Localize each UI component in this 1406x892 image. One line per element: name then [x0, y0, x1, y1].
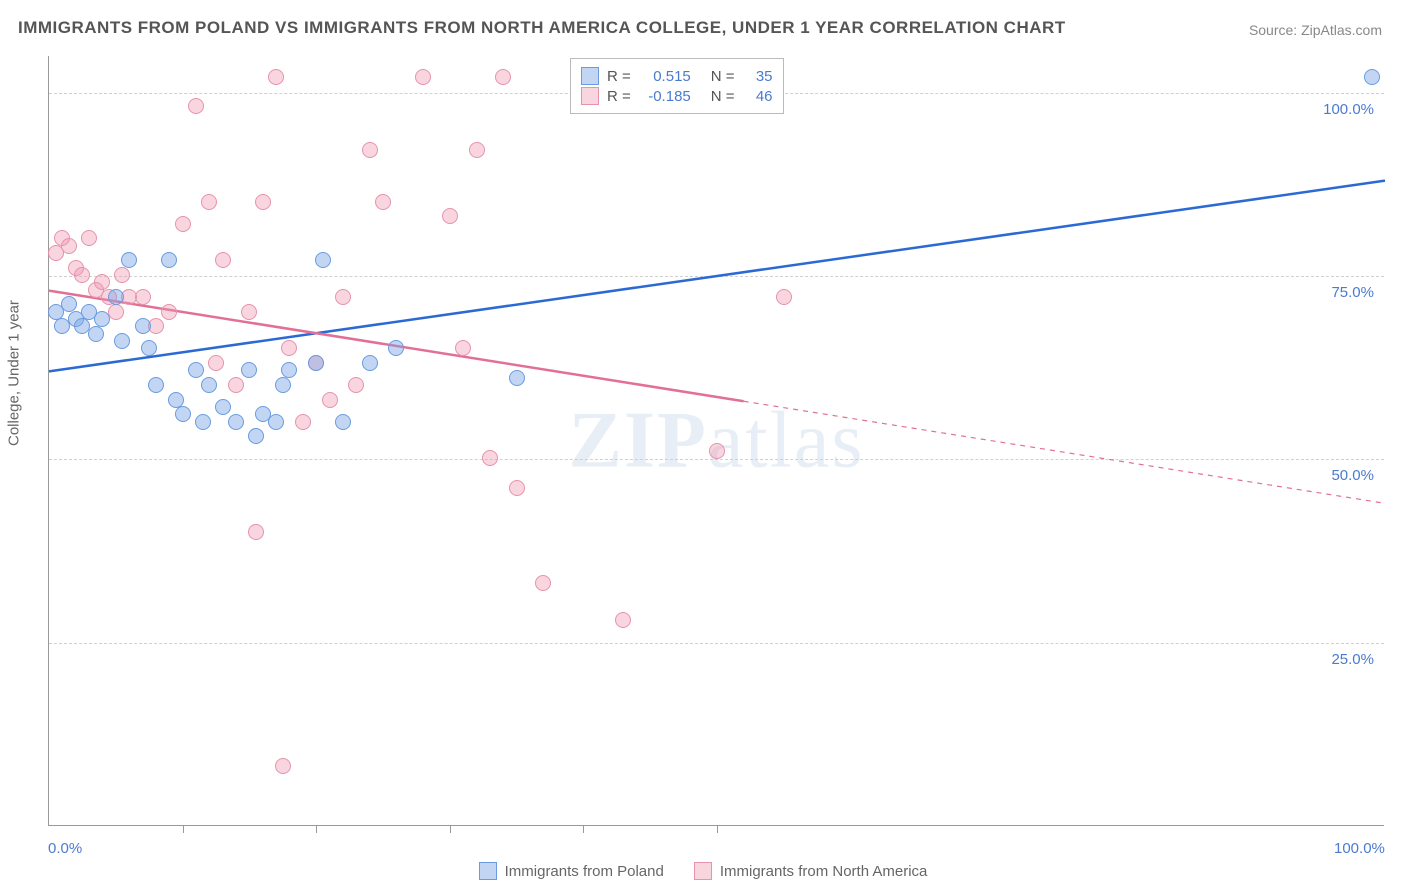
data-point: [535, 575, 551, 591]
data-point: [135, 289, 151, 305]
data-point: [1364, 69, 1380, 85]
data-point: [241, 304, 257, 320]
correlation-legend: R = 0.515 N = 35 R = -0.185 N = 46: [570, 58, 784, 114]
data-point: [61, 296, 77, 312]
data-point: [268, 69, 284, 85]
legend-swatch: [581, 67, 599, 85]
legend-row: R = 0.515 N = 35: [581, 67, 773, 85]
x-tick: [583, 825, 584, 833]
data-point: [161, 304, 177, 320]
x-tick: [717, 825, 718, 833]
legend-r-value: 0.515: [639, 68, 691, 85]
x-tick: [316, 825, 317, 833]
data-point: [121, 252, 137, 268]
data-point: [188, 362, 204, 378]
x-tick-label-min: 0.0%: [48, 840, 82, 857]
data-point: [208, 355, 224, 371]
data-point: [94, 311, 110, 327]
legend-r-label: R =: [607, 88, 631, 105]
data-point: [248, 524, 264, 540]
data-point: [61, 238, 77, 254]
data-point: [295, 414, 311, 430]
data-point: [509, 480, 525, 496]
data-point: [161, 252, 177, 268]
data-point: [348, 377, 364, 393]
data-point: [362, 355, 378, 371]
data-point: [388, 340, 404, 356]
data-point: [81, 230, 97, 246]
data-point: [141, 340, 157, 356]
data-point: [94, 274, 110, 290]
legend-row: R = -0.185 N = 46: [581, 87, 773, 105]
data-point: [509, 370, 525, 386]
x-tick: [183, 825, 184, 833]
data-point: [375, 194, 391, 210]
data-point: [495, 69, 511, 85]
data-point: [175, 216, 191, 232]
chart-title: IMMIGRANTS FROM POLAND VS IMMIGRANTS FRO…: [18, 18, 1066, 38]
legend-n-label: N =: [711, 68, 735, 85]
series-legend-item: Immigrants from Poland: [479, 862, 664, 880]
y-axis-title: College, Under 1 year: [6, 300, 23, 446]
data-point: [308, 355, 324, 371]
data-point: [108, 289, 124, 305]
legend-r-label: R =: [607, 68, 631, 85]
data-point: [228, 414, 244, 430]
legend-swatch: [479, 862, 497, 880]
data-point: [322, 392, 338, 408]
plot-area: ZIPatlas 25.0%50.0%75.0%100.0%: [48, 56, 1384, 826]
data-point: [335, 414, 351, 430]
data-point: [268, 414, 284, 430]
data-point: [168, 392, 184, 408]
data-point: [615, 612, 631, 628]
x-tick-label-max: 100.0%: [1334, 840, 1385, 857]
data-point: [135, 318, 151, 334]
data-point: [248, 428, 264, 444]
series-legend-item: Immigrants from North America: [694, 862, 928, 880]
data-point: [228, 377, 244, 393]
x-tick: [450, 825, 451, 833]
source-label: Source: ZipAtlas.com: [1249, 22, 1382, 38]
legend-r-value: -0.185: [639, 88, 691, 105]
data-point: [201, 377, 217, 393]
data-point: [88, 326, 104, 342]
data-point: [455, 340, 471, 356]
data-point: [188, 98, 204, 114]
data-point: [241, 362, 257, 378]
series-name: Immigrants from Poland: [505, 863, 664, 880]
data-point: [442, 208, 458, 224]
legend-swatch: [694, 862, 712, 880]
data-point: [275, 377, 291, 393]
data-point: [74, 267, 90, 283]
data-point: [335, 289, 351, 305]
data-point: [215, 399, 231, 415]
data-point: [255, 194, 271, 210]
data-point: [215, 252, 231, 268]
data-point: [482, 450, 498, 466]
data-point: [195, 414, 211, 430]
data-point: [114, 333, 130, 349]
data-point: [201, 194, 217, 210]
data-point: [469, 142, 485, 158]
data-point: [362, 142, 378, 158]
legend-n-label: N =: [711, 88, 735, 105]
legend-n-value: 35: [743, 68, 773, 85]
legend-n-value: 46: [743, 88, 773, 105]
data-point: [175, 406, 191, 422]
data-point: [114, 267, 130, 283]
series-name: Immigrants from North America: [720, 863, 928, 880]
data-point: [281, 362, 297, 378]
data-point: [275, 758, 291, 774]
legend-swatch: [581, 87, 599, 105]
data-point: [415, 69, 431, 85]
data-point: [776, 289, 792, 305]
data-point: [281, 340, 297, 356]
data-point: [709, 443, 725, 459]
data-point: [148, 377, 164, 393]
data-point: [315, 252, 331, 268]
series-legend: Immigrants from Poland Immigrants from No…: [0, 862, 1406, 880]
